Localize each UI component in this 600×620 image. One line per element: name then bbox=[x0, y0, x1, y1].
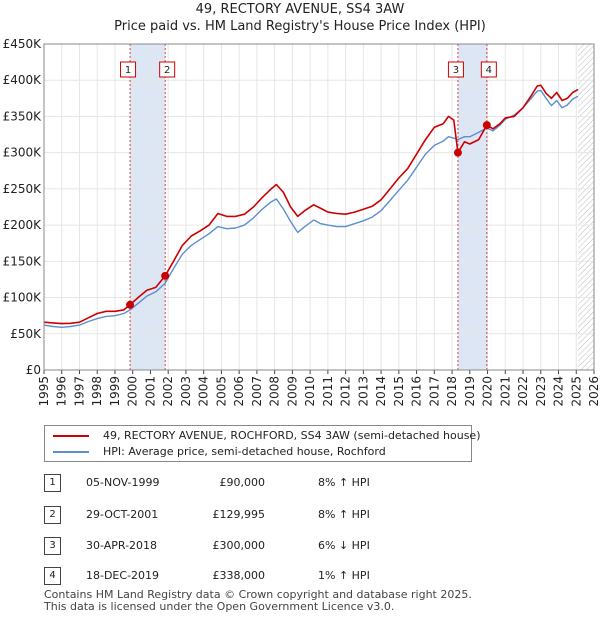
sale-label-number: 3 bbox=[453, 65, 459, 76]
x-tick-label: 1999 bbox=[108, 376, 122, 407]
x-tick-label: 2009 bbox=[285, 376, 299, 407]
x-tick-label: 2001 bbox=[143, 376, 157, 407]
x-tick-label: 2021 bbox=[498, 376, 512, 407]
sale-hpi-change: 1% ↑ HPI bbox=[318, 569, 370, 582]
sale-label-box bbox=[120, 61, 137, 78]
sale-number-badge: 4 bbox=[44, 567, 61, 585]
y-tick-label: £300K bbox=[3, 146, 43, 160]
forecast-region bbox=[578, 44, 594, 370]
footer-licence: This data is licensed under the Open Gov… bbox=[44, 600, 395, 613]
x-tick-label: 1997 bbox=[72, 376, 86, 407]
sale-hpi-change: 8% ↑ HPI bbox=[318, 476, 370, 489]
footer-copyright: Contains HM Land Registry data © Crown c… bbox=[44, 588, 472, 601]
x-tick-label: 2005 bbox=[214, 376, 228, 407]
sale-price: £300,000 bbox=[212, 539, 266, 552]
x-tick-label: 2023 bbox=[534, 376, 548, 407]
x-tick-label: 2016 bbox=[410, 376, 424, 407]
sale-point bbox=[453, 148, 462, 157]
x-tick-label: 2013 bbox=[356, 376, 370, 407]
sale-date: 29-OCT-2001 bbox=[86, 508, 159, 521]
sales-table-row: 2 29-OCT-2001 £129,995 8% ↑ HPI bbox=[0, 506, 600, 526]
y-tick-label: £450K bbox=[3, 37, 43, 51]
x-tick-label: 1998 bbox=[90, 376, 104, 407]
x-tick-label: 2025 bbox=[569, 376, 583, 407]
x-tick-label: 2019 bbox=[463, 376, 477, 407]
x-tick-label: 2010 bbox=[303, 376, 317, 407]
x-tick-label: 2018 bbox=[445, 376, 459, 407]
x-tick-label: 1995 bbox=[37, 376, 51, 407]
chart: £0 £50K £100K £150K £200K £250K £300K £350K £400… bbox=[3, 37, 600, 407]
footer: Contains HM Land Registry data © Crown c… bbox=[44, 589, 472, 613]
y-tick-label: £400K bbox=[3, 73, 43, 87]
y-tick-label: £350K bbox=[3, 109, 43, 123]
x-tick-label: 2004 bbox=[197, 376, 211, 407]
x-tick-label: 2014 bbox=[374, 376, 388, 407]
sale-point bbox=[161, 271, 170, 280]
x-tick-label: 2007 bbox=[250, 376, 264, 407]
sale-point bbox=[482, 121, 491, 130]
sale-point bbox=[126, 300, 135, 309]
legend-swatch-hpi bbox=[53, 451, 89, 453]
x-tick-label: 2011 bbox=[321, 376, 335, 407]
sale-label-box bbox=[447, 61, 464, 78]
sales-table-row: 1 05-NOV-1999 £90,000 8% ↑ HPI bbox=[0, 474, 600, 494]
sale-date: 30-APR-2018 bbox=[86, 539, 158, 552]
y-tick-label: £150K bbox=[3, 254, 43, 268]
x-tick-label: 2012 bbox=[339, 376, 353, 407]
sales-table-row: 4 18-DEC-2019 £338,000 1% ↑ HPI bbox=[0, 567, 600, 587]
x-tick-label: 2003 bbox=[179, 376, 193, 407]
x-tick-label: 2026 bbox=[587, 376, 600, 407]
chart-title-address: 49, RECTORY AVENUE, SS4 3AW bbox=[195, 2, 405, 17]
sale-date: 18-DEC-2019 bbox=[86, 569, 160, 582]
series-line-property bbox=[43, 84, 579, 325]
sale-price: £90,000 bbox=[219, 476, 266, 489]
x-tick-label: 2015 bbox=[392, 376, 406, 407]
x-tick-label: 2008 bbox=[268, 376, 282, 407]
sale-label-box bbox=[159, 61, 176, 78]
sales-table-row: 3 30-APR-2018 £300,000 6% ↓ HPI bbox=[0, 537, 600, 557]
sale-price: £338,000 bbox=[212, 569, 266, 582]
sale-number-badge: 3 bbox=[44, 537, 61, 555]
sale-hpi-change: 6% ↓ HPI bbox=[318, 539, 370, 552]
legend-label-hpi: HPI: Average price, semi-detached house,… bbox=[103, 445, 386, 458]
x-tick-label: 2024 bbox=[552, 376, 566, 407]
x-tick-label: 2017 bbox=[427, 376, 441, 407]
shaded-period bbox=[130, 44, 166, 370]
x-tick-label: 2006 bbox=[232, 376, 246, 407]
chart-subtitle: Price paid vs. HM Land Registry's House … bbox=[114, 19, 486, 34]
y-tick-label: £200K bbox=[3, 218, 43, 232]
x-tick-label: 2022 bbox=[516, 376, 530, 407]
legend-label-property: 49, RECTORY AVENUE, ROCHFORD, SS4 3AW (s… bbox=[103, 429, 481, 442]
shaded-period bbox=[457, 44, 487, 370]
y-tick-label: £250K bbox=[3, 182, 43, 196]
sale-number-badge: 2 bbox=[44, 506, 61, 524]
legend-swatch-property bbox=[53, 435, 89, 437]
x-tick-label: 2000 bbox=[126, 376, 140, 407]
x-tick-label: 2020 bbox=[481, 376, 495, 407]
sale-hpi-change: 8% ↑ HPI bbox=[318, 508, 370, 521]
x-tick-label: 2002 bbox=[161, 376, 175, 407]
sale-label-box bbox=[480, 61, 497, 78]
y-tick-label: £100K bbox=[3, 291, 43, 305]
sale-price: £129,995 bbox=[212, 508, 266, 521]
sale-label-number: 1 bbox=[125, 65, 131, 76]
y-tick-label: £50K bbox=[10, 327, 42, 341]
sale-number-badge: 1 bbox=[44, 474, 61, 492]
sale-label-number: 2 bbox=[164, 65, 170, 76]
x-tick-label: 1996 bbox=[55, 376, 69, 407]
sale-label-number: 4 bbox=[486, 65, 492, 76]
legend: 49, RECTORY AVENUE, ROCHFORD, SS4 3AW (s… bbox=[44, 425, 480, 462]
plot-border bbox=[43, 43, 595, 371]
y-tick-label: £0 bbox=[26, 363, 41, 377]
sale-date: 05-NOV-1999 bbox=[86, 476, 160, 489]
